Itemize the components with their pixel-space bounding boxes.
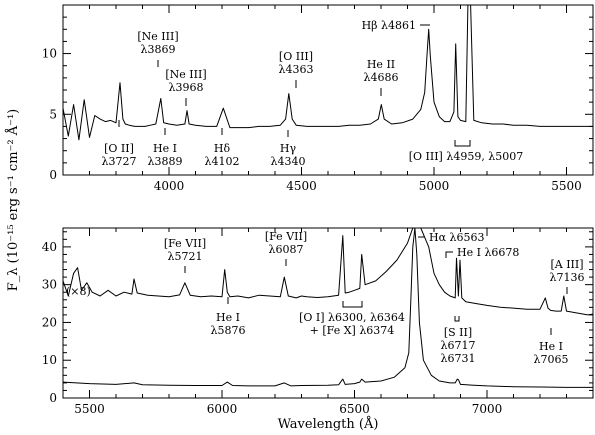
- series-line-0-0: [63, 5, 593, 141]
- label-heii-wl: λ4686: [364, 71, 399, 84]
- y-tick-label: 40: [42, 240, 57, 254]
- label-fex: + [Fe X] λ6374: [310, 324, 395, 337]
- y-tick-label: 30: [42, 278, 57, 292]
- y-tick-label: 0: [49, 168, 57, 182]
- label-sii-ion: [S II]: [444, 326, 472, 339]
- label-fevii1-wl: λ5721: [168, 250, 203, 263]
- x-tick-label: 5500: [551, 179, 582, 193]
- series-line-1-0: [63, 228, 593, 316]
- label-hei-ion: He I: [153, 142, 177, 155]
- bottom-annotations: [Fe VII] λ5721 [Fe VII] λ6087 He I λ5876…: [66, 230, 584, 366]
- label-sii-wl2: λ6731: [441, 352, 476, 365]
- y-axis-label: F_λ (10⁻¹⁵ erg s⁻¹ cm⁻² Å⁻¹): [5, 109, 21, 292]
- label-fevii1-ion: [Fe VII]: [164, 237, 206, 250]
- label-hei3-ion: He I: [539, 340, 563, 353]
- y-tick-label: 10: [42, 47, 57, 61]
- x-tick-label: 6500: [339, 402, 370, 416]
- label-fevii2-ion: [Fe VII]: [265, 230, 307, 243]
- label-hd-ion: Hδ: [214, 142, 231, 155]
- label-hg-wl: λ4340: [271, 155, 306, 168]
- label-hd-wl: λ4102: [205, 155, 240, 168]
- bottom-spectra: [63, 228, 593, 388]
- label-scale-x8: (×8): [66, 285, 91, 298]
- x-axis-label: Wavelength (Å): [278, 416, 379, 432]
- bottom-axis-ticks: 5500 6000 6500 7000 0 10 20 30 40: [42, 228, 594, 416]
- label-aiii-ion: [A III]: [550, 258, 583, 271]
- label-hei2: He I λ6678: [457, 246, 519, 259]
- series-line-1-1: [63, 228, 593, 388]
- label-oiii-doublet: [O III] λ4959, λ5007: [409, 150, 524, 163]
- label-neiii1-wl: λ3869: [141, 43, 176, 56]
- top-spectrum: [63, 5, 593, 141]
- bracket-oi: [342, 301, 363, 308]
- marker-hei-6678: [445, 251, 453, 258]
- label-aiii-wl: λ7136: [550, 271, 585, 284]
- x-tick-label: 5000: [419, 179, 450, 193]
- label-oiii-wl: λ4363: [279, 63, 314, 76]
- bracket-oiii: [454, 140, 471, 147]
- label-oi: [O I] λ6300, λ6364: [299, 311, 405, 324]
- x-tick-label: 7000: [472, 402, 503, 416]
- label-neiii1-ion: [Ne III]: [137, 30, 178, 43]
- label-fevii2-wl: λ6087: [269, 243, 304, 256]
- label-hei3-wl: λ7065: [534, 353, 569, 366]
- x-tick-label: 4500: [286, 179, 317, 193]
- label-heii-ion: He II: [367, 58, 395, 71]
- label-halpha: Hα λ6563: [429, 231, 484, 244]
- y-tick-label: 0: [49, 391, 57, 405]
- x-tick-label: 4000: [154, 179, 185, 193]
- y-tick-label: 5: [49, 107, 57, 121]
- label-hg-ion: Hγ: [280, 142, 297, 155]
- x-tick-label: 5500: [74, 402, 105, 416]
- y-tick-label: 10: [42, 353, 57, 367]
- label-oii-ion: [O II]: [104, 142, 134, 155]
- label-hei1-ion: He I: [216, 311, 240, 324]
- label-oiii-ion: [O III]: [279, 50, 313, 63]
- label-hbeta: Hβ λ4861: [362, 19, 416, 32]
- label-sii-wl1: λ6717: [441, 339, 476, 352]
- bracket-sii: [454, 316, 460, 322]
- x-tick-label: 6000: [207, 402, 238, 416]
- label-neiii2-ion: [Ne III]: [165, 68, 206, 81]
- label-neiii2-wl: λ3968: [169, 81, 204, 94]
- y-tick-label: 20: [42, 315, 57, 329]
- label-hei1-wl: λ5876: [211, 324, 246, 337]
- label-hei-wl: λ3889: [148, 155, 183, 168]
- top-axis-ticks: 4000 4500 5000 5500 0 5 10: [42, 4, 594, 193]
- top-annotations: [O II] λ3727 [Ne III] λ3869 He I λ3889 […: [102, 19, 524, 168]
- label-oii-wl: λ3727: [102, 155, 137, 168]
